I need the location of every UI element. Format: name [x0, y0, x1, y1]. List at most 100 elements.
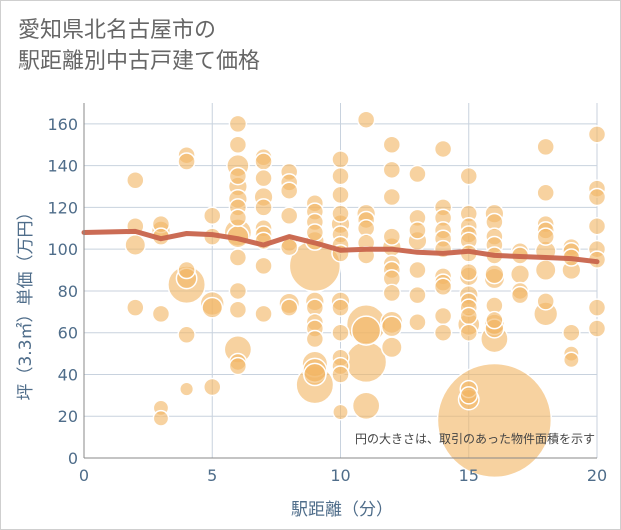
y-tick-label: 80 [58, 282, 78, 301]
y-tick-label: 140 [47, 157, 78, 176]
data-point [331, 166, 350, 186]
data-point [201, 296, 224, 319]
data-point [152, 409, 170, 427]
data-point [228, 248, 248, 267]
y-tick-label: 160 [47, 115, 78, 134]
data-point [331, 204, 350, 223]
x-tick-label: 5 [207, 466, 217, 485]
y-tick-label: 0 [68, 449, 78, 468]
y-tick-label: 60 [58, 324, 78, 343]
data-point [433, 323, 453, 342]
data-point [177, 325, 196, 345]
y-axis-title: 坪（3.3㎡）単価（万円） [16, 203, 36, 400]
data-point [228, 135, 248, 155]
x-tick-label: 10 [330, 466, 350, 485]
data-point [332, 403, 349, 421]
data-point [459, 166, 478, 186]
data-point [382, 227, 402, 246]
data-point [305, 329, 325, 349]
data-point [351, 391, 381, 421]
data-point [254, 256, 273, 276]
data-point [459, 262, 478, 282]
data-point [459, 306, 478, 326]
bubble-layer [124, 110, 607, 479]
data-point [228, 208, 248, 228]
data-point [382, 160, 402, 180]
y-tick-label: 120 [47, 198, 78, 217]
data-point [228, 300, 248, 319]
data-point [305, 223, 325, 242]
data-point [350, 315, 382, 346]
data-point [177, 152, 196, 171]
data-point [509, 264, 531, 285]
data-point [408, 313, 427, 332]
data-point [126, 171, 145, 190]
data-point [380, 315, 403, 338]
data-point [484, 264, 505, 285]
x-axis-title: 駅距離（分） [291, 500, 393, 520]
data-point [331, 323, 350, 342]
data-point [126, 298, 145, 317]
data-point [331, 150, 350, 169]
data-point [536, 137, 555, 157]
x-tick-label: 20 [587, 466, 607, 485]
x-tick-label: 0 [79, 466, 89, 485]
data-point [433, 139, 453, 159]
data-point [331, 365, 350, 384]
data-point [382, 135, 402, 155]
data-point [534, 259, 557, 282]
data-point [433, 306, 453, 326]
data-point [459, 386, 478, 405]
data-point [380, 336, 403, 359]
x-tick-label: 15 [459, 466, 479, 485]
chart-title: 愛知県北名古屋市の 駅距離別中古戸建て価格 [18, 15, 260, 77]
data-point [536, 183, 555, 203]
data-point [536, 227, 555, 246]
data-point [587, 319, 607, 338]
data-point [228, 114, 248, 134]
chart-title-line-2: 駅距離別中古戸建て価格 [18, 49, 261, 74]
trend-line [81, 228, 600, 265]
axes [83, 103, 597, 459]
data-point [331, 185, 350, 205]
data-point [254, 198, 273, 217]
data-point [177, 260, 196, 280]
data-point [345, 340, 388, 384]
tick-labels: 0 20 40 60 80 100 120 140 160 0 5 10 15 20 [47, 115, 607, 485]
data-point [254, 304, 273, 324]
data-point [408, 221, 427, 240]
data-point [382, 187, 402, 207]
data-point [587, 298, 607, 317]
data-point [228, 281, 248, 301]
data-point [562, 351, 580, 369]
data-point [279, 206, 299, 226]
data-point [203, 377, 222, 397]
data-point [228, 166, 248, 186]
data-point [124, 234, 147, 256]
data-point [485, 310, 504, 330]
data-point [254, 152, 273, 171]
data-point [436, 362, 553, 479]
data-point [459, 323, 478, 342]
data-point [408, 164, 427, 184]
data-point [408, 260, 427, 280]
data-point [254, 168, 273, 188]
data-point [203, 206, 222, 226]
size-annotation: 円の大きさは、取引のあった物件面積を示す [355, 431, 595, 446]
y-tick-label: 100 [47, 240, 78, 259]
data-point [356, 110, 376, 129]
data-point [587, 187, 607, 207]
data-point [279, 298, 299, 317]
data-point [179, 381, 195, 397]
y-tick-label: 40 [58, 365, 78, 384]
data-point [331, 298, 350, 317]
data-point [382, 283, 402, 303]
data-point [303, 362, 327, 387]
data-point [279, 181, 299, 200]
data-point [408, 285, 427, 305]
y-tick-label: 20 [58, 407, 78, 426]
data-point [562, 323, 581, 342]
trend-layer [81, 228, 600, 265]
